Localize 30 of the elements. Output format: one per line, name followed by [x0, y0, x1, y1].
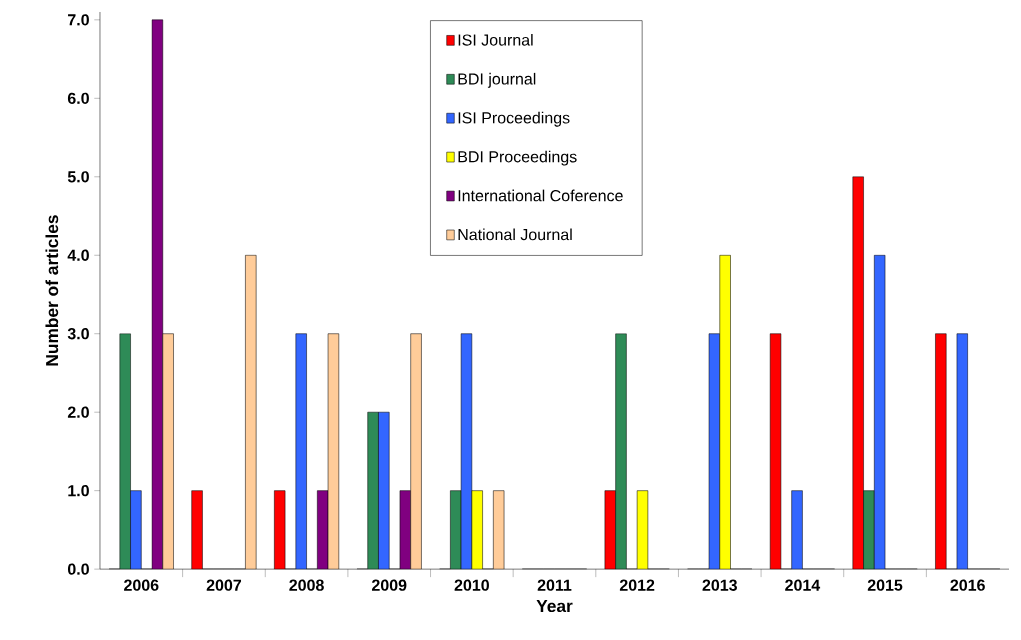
x-tick-label: 2008: [289, 579, 324, 591]
x-tick-label: 2007: [206, 579, 242, 591]
x-tick-label: 2014: [785, 579, 821, 591]
legend-label: National Journal: [458, 228, 572, 241]
x-tick-label: 2016: [950, 579, 985, 591]
x-tick-label: 2013: [702, 579, 737, 591]
legend-label: International Coference: [458, 189, 623, 202]
y-axis-title: Number of articles: [45, 215, 59, 366]
y-tick-label: 6.0: [67, 92, 89, 105]
x-tick-label: 2009: [371, 579, 407, 591]
y-tick-label: 2.0: [67, 406, 89, 418]
y-tick-label: 0.0: [67, 563, 89, 575]
bar: [191, 490, 203, 570]
x-tick-label: 2011: [537, 579, 572, 591]
legend-label: BDI Proceedings: [458, 150, 577, 166]
y-tick-label: 5.0: [67, 171, 89, 183]
bar: [852, 176, 864, 570]
x-tick-label: 2012: [619, 579, 655, 591]
legend-label: ISI Proceedings: [458, 111, 570, 127]
bar: [935, 333, 947, 570]
x-tick-label: 2010: [454, 579, 489, 591]
y-tick-label: 1.0: [68, 485, 89, 497]
legend-label: BDI journal: [458, 72, 536, 88]
y-tick-label: 4.0: [67, 249, 89, 262]
x-axis-title: Year: [536, 600, 573, 613]
y-tick-label: 3.0: [67, 328, 89, 340]
x-tick-label: 2006: [124, 579, 159, 591]
legend-label: ISI Journal: [458, 34, 533, 46]
x-tick-label: 2015: [867, 579, 903, 591]
y-tick-label: 7.0: [68, 14, 89, 26]
